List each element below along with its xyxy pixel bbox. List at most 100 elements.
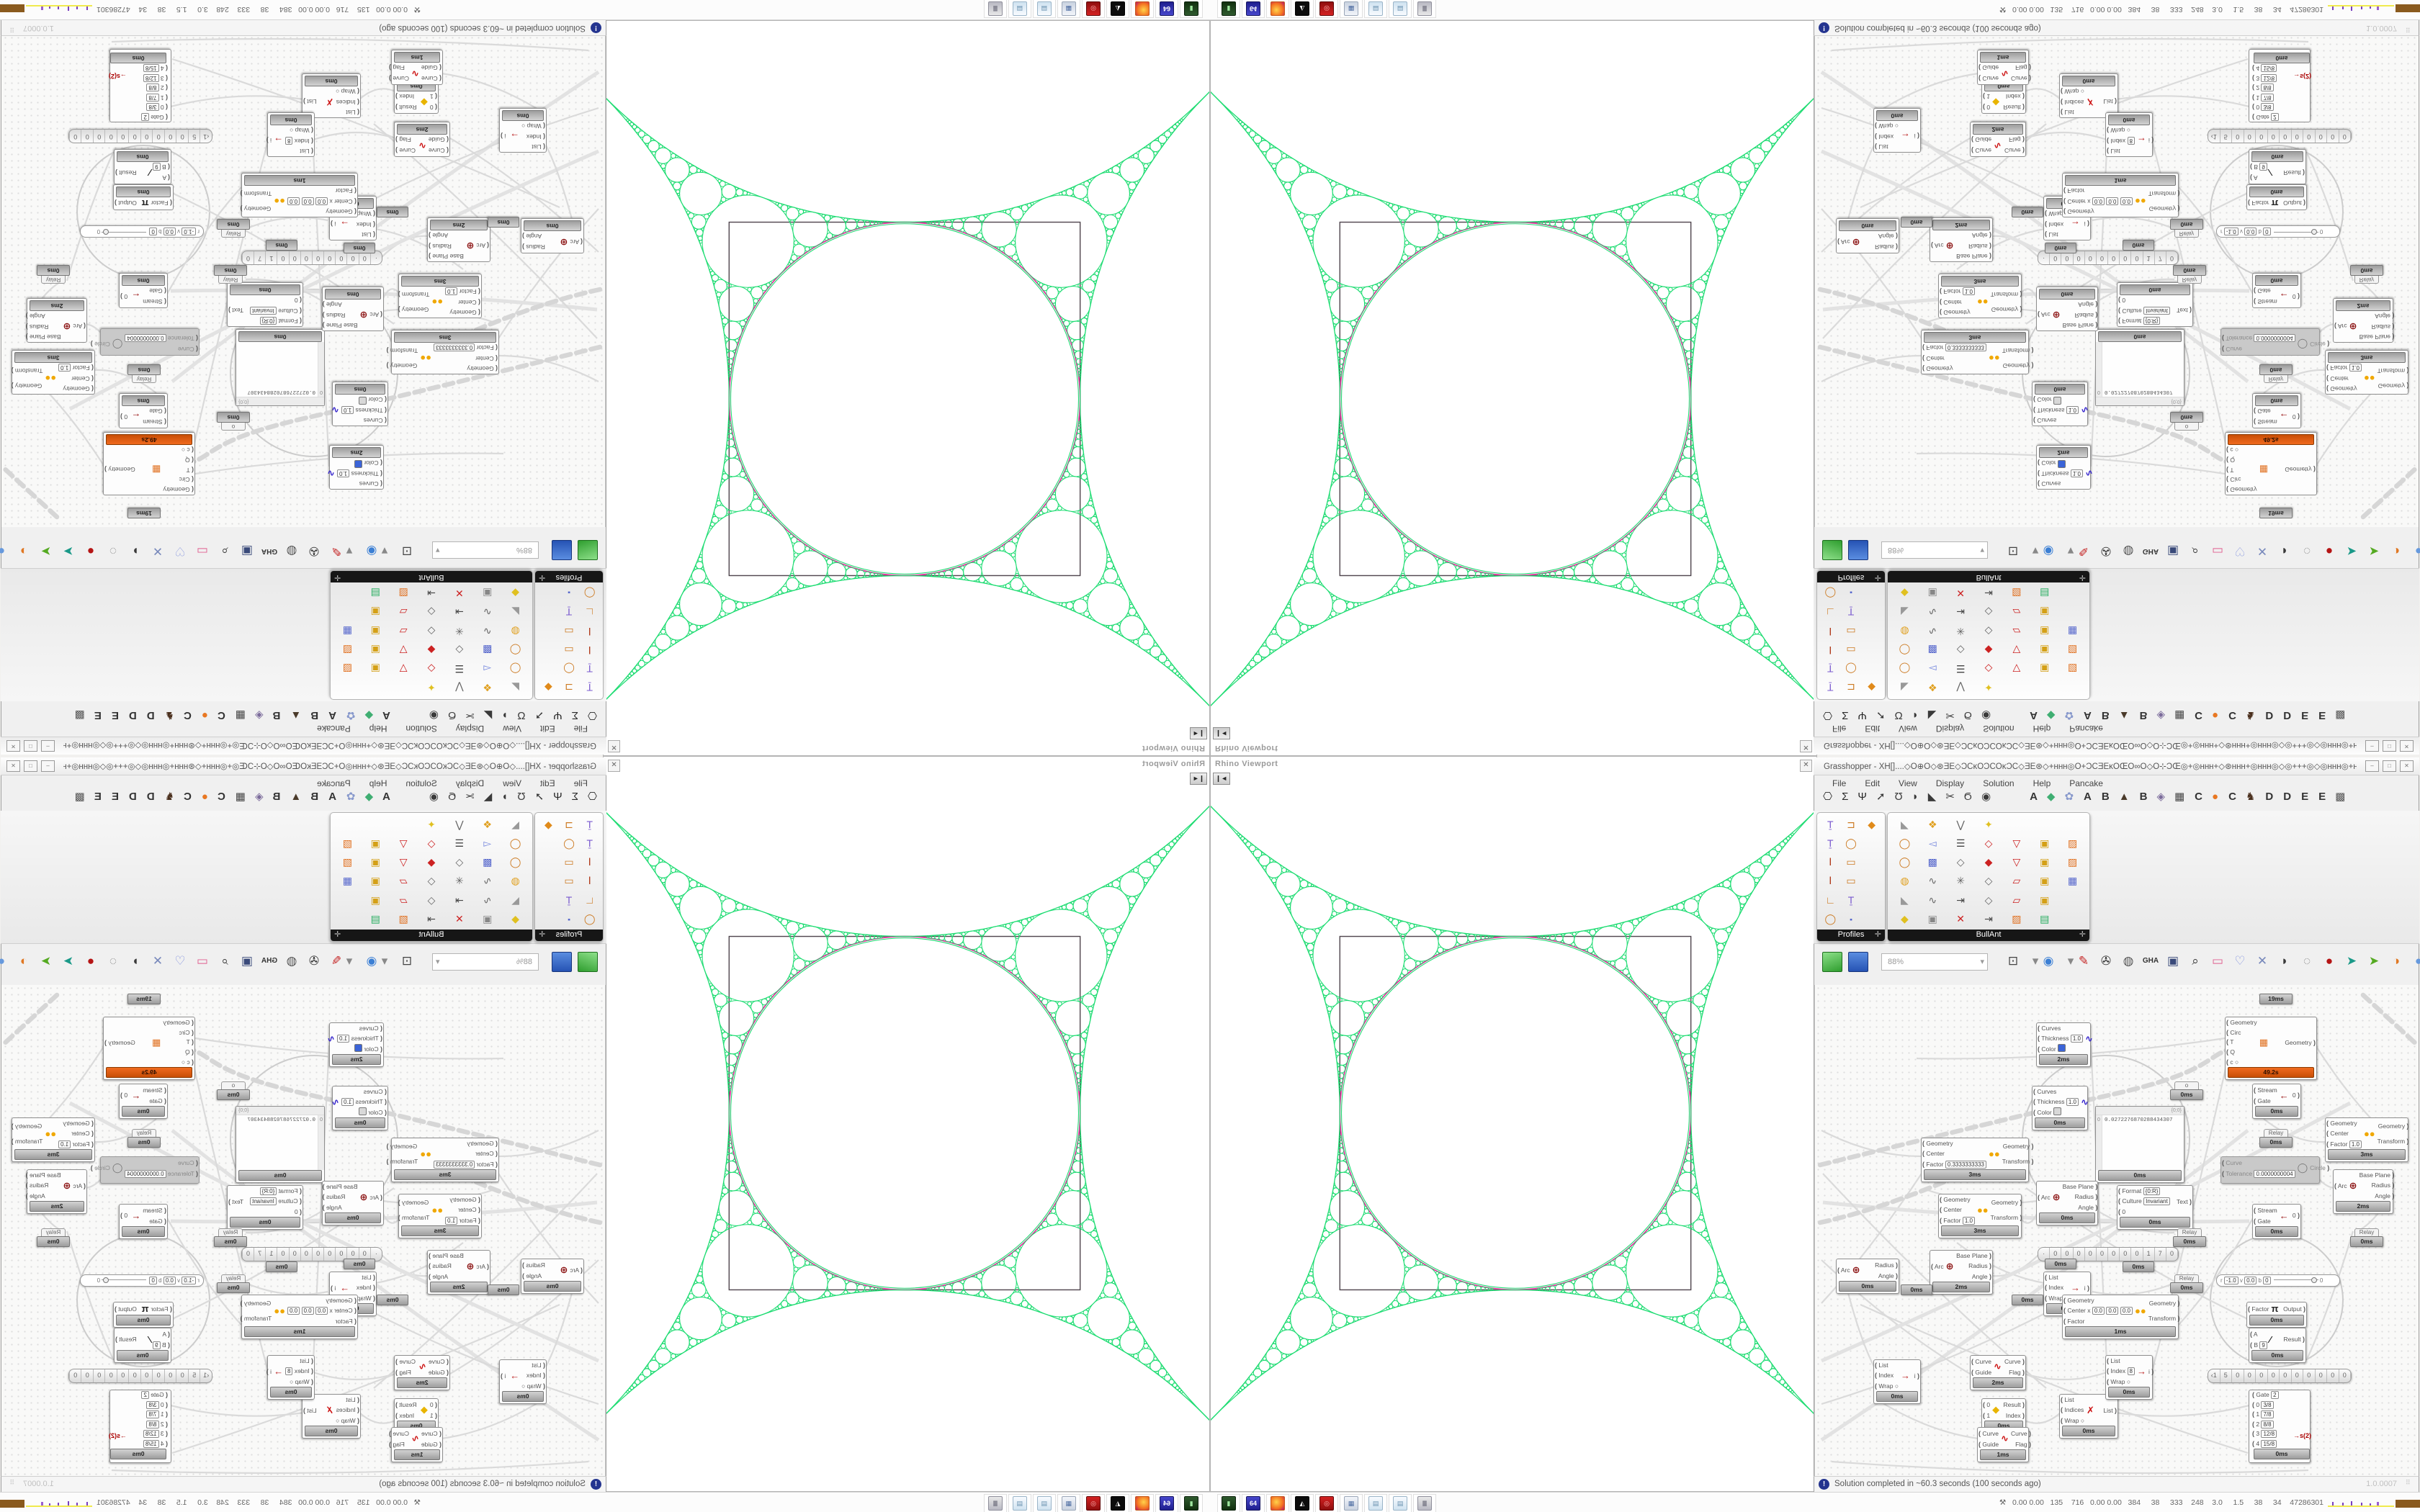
relay-node[interactable]: Relay 0ms	[2173, 265, 2206, 284]
palette-component-icon[interactable]: Ṯ	[1827, 819, 1834, 830]
palette-component-icon[interactable]: ◍	[1900, 875, 1909, 887]
taskbar-icon-device-green[interactable]: ▮	[1180, 1494, 1203, 1512]
palette-component-icon[interactable]	[362, 678, 390, 697]
palette-component-icon[interactable]: ✕	[1956, 912, 1965, 924]
palette-component-icon[interactable]: ◍	[1900, 625, 1909, 637]
palette-component-icon[interactable]: ▭	[1846, 644, 1856, 656]
taskbar-icon-device-green[interactable]: ▮	[1217, 0, 1240, 18]
toolbar-icon-18[interactable]: ◑	[2392, 954, 2401, 968]
save-file-icon[interactable]	[552, 540, 572, 560]
relay-node[interactable]: 0ms	[2045, 243, 2076, 253]
gh-component[interactable]: ( List ( Index ( Wrap ○ → i )0ms	[1873, 108, 1921, 153]
palette-component-icon[interactable]	[538, 852, 559, 871]
tab-plugin-9[interactable]: C	[2195, 790, 2203, 803]
taskbar-icon-device-green[interactable]: ▮	[1180, 0, 1203, 18]
palette-component-icon[interactable]: ▨	[2067, 837, 2078, 850]
palette-component-icon[interactable]: ⊐	[565, 819, 573, 830]
gh-component[interactable]: ( Arc ⊕ Base Plane ) Radius ) Angle ) 2ms	[26, 1169, 87, 1214]
toolbar-icon-7[interactable]: GHA	[2142, 547, 2159, 555]
toolbar-icon-11[interactable]: ♡	[2234, 544, 2246, 558]
palette-component-icon[interactable]: ◯	[563, 662, 575, 675]
palette-component-icon[interactable]: ◯	[509, 662, 521, 675]
relay-node[interactable]: Relay 0ms	[2259, 1129, 2293, 1148]
tab-plugin-10[interactable]: ●	[2212, 790, 2219, 803]
palette-component-icon[interactable]: ▣	[1927, 588, 1937, 600]
relay-node[interactable]: 19ms	[127, 994, 161, 1004]
palette-component-icon[interactable]: ◣	[1901, 819, 1909, 830]
toolbar-icon-3[interactable]: ▾	[2067, 954, 2074, 968]
resize-grip[interactable]: ⠿	[9, 26, 14, 33]
palette-component-icon[interactable]: ◇	[1984, 894, 1993, 906]
palette-component-icon[interactable]: ▽	[2012, 837, 2021, 850]
tab-plugin-14[interactable]: D	[2283, 790, 2292, 803]
gh-component[interactable]: ( Curve ( Tolerance 0.0000000004 ◯ Circle…	[91, 1156, 200, 1184]
gh-component[interactable]: ( Arc ⊕ Base Plane ) Radius ) Angle ) 2ms	[2333, 1169, 2394, 1214]
palette-component-icon[interactable]	[2030, 815, 2058, 834]
gh-component[interactable]: ( Curves ( Thickness 1.0( Color ∿ 0ms	[331, 382, 388, 426]
digit-scroller[interactable]: · 0 0 0 0 0 0 0 0 1 7 0	[2038, 1247, 2179, 1261]
toolbar-icon-6[interactable]: ◍	[2123, 544, 2134, 558]
toolbar-icon-15[interactable]: ●	[86, 544, 95, 558]
palette-component-icon[interactable]: ⊐	[1847, 682, 1855, 693]
zoom-combo[interactable]: 88%	[1881, 541, 1988, 559]
gh-component[interactable]: ( Geometry ( Center x 0.0 0.0 0.0( Facto…	[241, 1295, 358, 1339]
toolbar-icon-12[interactable]: ✕	[2257, 954, 2268, 968]
toolbar-icon-5[interactable]: ✇	[308, 954, 320, 968]
palette-component-icon[interactable]	[1861, 871, 1882, 890]
close-button[interactable]: ✕	[2400, 760, 2414, 772]
tab-plugin-16[interactable]: E	[94, 709, 102, 722]
gh-component[interactable]: ( List ( Index 8( Wrap ○ → i ) 0ms	[266, 112, 315, 157]
save-file-icon[interactable]	[1848, 952, 1868, 972]
palette-component-icon[interactable]: ◇	[1956, 644, 1965, 656]
tab-plugin-10[interactable]: ●	[201, 709, 208, 722]
palette-component-icon[interactable]: ✳	[455, 875, 464, 887]
palette-component-icon[interactable]: ▱	[399, 606, 408, 618]
toolbar-icon-13[interactable]: ◗	[2280, 954, 2289, 968]
tab-plugin-4[interactable]: B	[310, 709, 319, 722]
gh-component[interactable]: ( List ( Index ( Wrap ○ → i )0ms	[499, 1359, 547, 1404]
relay-node[interactable]: 19ms	[127, 508, 161, 518]
vector-input-node[interactable]: r -1.0 v 0.0 b 0 0	[2216, 1274, 2340, 1287]
gh-component[interactable]: ( Arc ⊕ Base Plane ) Radius ) Angle ) 0ms	[322, 1181, 384, 1225]
taskbar-icon-device-green[interactable]: ▮	[1217, 1494, 1240, 1512]
palette-component-icon[interactable]	[538, 603, 559, 621]
palette-component-icon[interactable]	[1861, 834, 1882, 852]
palette-component-icon[interactable]	[1861, 909, 1882, 928]
palette-component-icon[interactable]	[2002, 678, 2030, 697]
palette-component-icon[interactable]	[2058, 891, 2087, 909]
tab-plugin-5[interactable]: ▲	[2118, 709, 2130, 722]
toolbar-icon-15[interactable]: ●	[2325, 544, 2334, 558]
relay-node[interactable]: o 0ms	[217, 412, 250, 431]
tab-plugin-5[interactable]: ▲	[290, 709, 302, 722]
tab-category-icon-1[interactable]: Σ	[571, 790, 578, 803]
tab-plugin-7[interactable]: ◈	[255, 791, 264, 803]
tab-plugin-12[interactable]: ♞	[2245, 709, 2256, 721]
palette-bullant-label[interactable]: BullAnt ✛	[1888, 930, 2089, 941]
menu-file[interactable]: File	[573, 724, 588, 734]
gh-component[interactable]: ( Format {0:R}( Culture Invariant( 0 Tex…	[2117, 1185, 2193, 1230]
palette-component-icon[interactable]	[538, 584, 559, 603]
palette-component-icon[interactable]: ◇	[427, 606, 436, 618]
palette-component-icon[interactable]: ∿	[483, 894, 492, 906]
tab-plugin-2[interactable]: ✿	[346, 791, 356, 803]
palette-component-icon[interactable]	[1861, 584, 1882, 603]
palette-component-icon[interactable]: ▣	[2040, 606, 2050, 618]
palette-component-icon[interactable]: ▦	[342, 875, 353, 887]
palette-component-icon[interactable]: Ⅰ	[1829, 875, 1832, 887]
gh-component[interactable]: ( A ( B 9 ⁄ Result ) 0ms	[2249, 149, 2306, 184]
palette-component-icon[interactable]: ▭	[1846, 875, 1856, 887]
palette-component-icon[interactable]: ∿	[1928, 606, 1937, 618]
tab-plugin-16[interactable]: E	[2318, 709, 2326, 722]
tab-category-icon-6[interactable]: ◣	[1927, 709, 1937, 721]
palette-component-icon[interactable]: ◆	[544, 682, 552, 693]
gh-component[interactable]: ( Stream ( Gate ← 0 ) 0ms	[119, 1204, 168, 1239]
menu-file[interactable]: File	[573, 778, 588, 788]
toolbar-icon-12[interactable]: ✕	[152, 544, 163, 558]
palette-component-icon[interactable]: ▣	[370, 606, 380, 618]
taskbar-icon-emblem-red[interactable]: ◎	[1082, 1494, 1105, 1512]
palette-component-icon[interactable]: Ṯ	[565, 606, 573, 618]
menu-pancake[interactable]: Pancake	[2069, 778, 2103, 788]
tab-plugin-4[interactable]: B	[310, 790, 319, 803]
gh-component[interactable]: ( Curves ( Thickness 1.0( Color ∿ 0ms	[331, 1086, 388, 1130]
palette-component-icon[interactable]: ⇥	[1984, 912, 1993, 924]
